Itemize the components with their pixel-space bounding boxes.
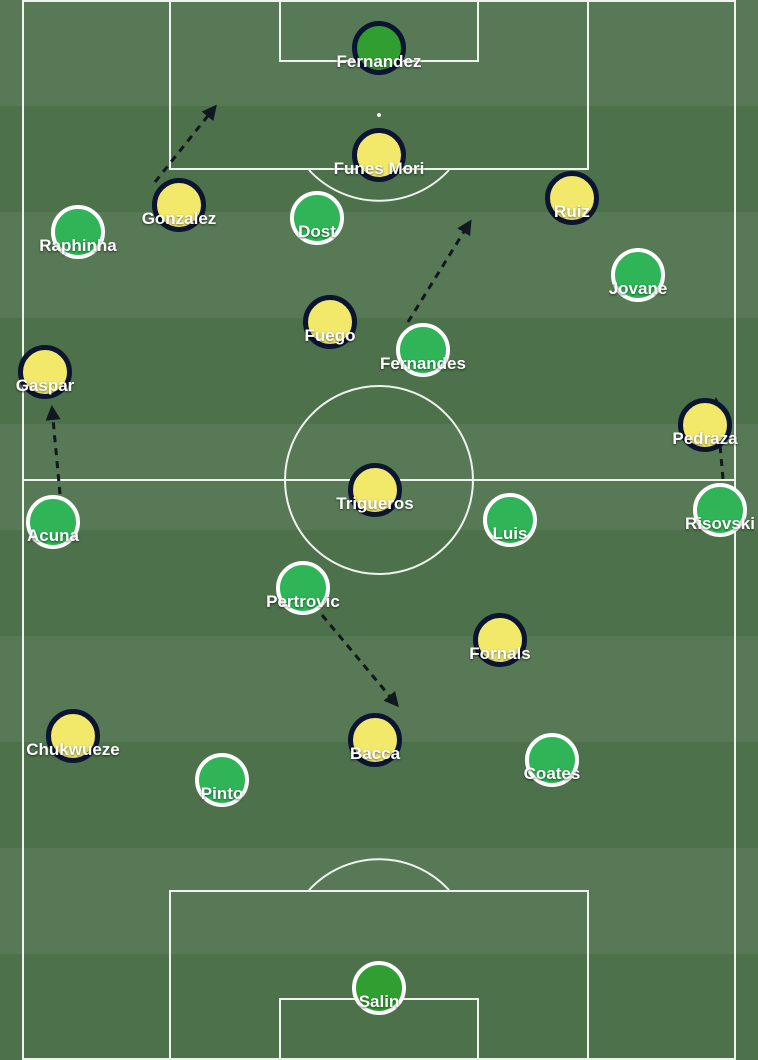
- pitch-stripe: [0, 848, 758, 954]
- pitch-stripe: [0, 742, 758, 848]
- pitch-spot: [377, 113, 381, 117]
- pitch-line: [279, 0, 479, 2]
- pitch-line: [587, 0, 589, 170]
- pitch-line: [169, 890, 171, 1060]
- pitch-line: [169, 890, 589, 892]
- pitch-stripe: [0, 954, 758, 1060]
- pitch-line: [169, 0, 171, 170]
- pitch-spot: [377, 478, 381, 482]
- pitch-line: [279, 60, 479, 62]
- pitch-line: [477, 998, 479, 1060]
- pitch-line: [279, 0, 281, 62]
- pitch-stripe: [0, 0, 758, 106]
- tactics-pitch: FernandezFunes MoriGonzalezRuizRaphinhaD…: [0, 0, 758, 1060]
- pitch-line: [169, 168, 589, 170]
- pitch-line: [477, 0, 479, 62]
- pitch-line: [587, 890, 589, 1060]
- pitch-line: [22, 0, 24, 1060]
- pitch-stripe: [0, 636, 758, 742]
- pitch-line: [279, 998, 479, 1000]
- pitch-line: [734, 0, 736, 1060]
- pitch-stripe: [0, 106, 758, 212]
- pitch-line: [279, 998, 281, 1060]
- pitch-stripe: [0, 212, 758, 318]
